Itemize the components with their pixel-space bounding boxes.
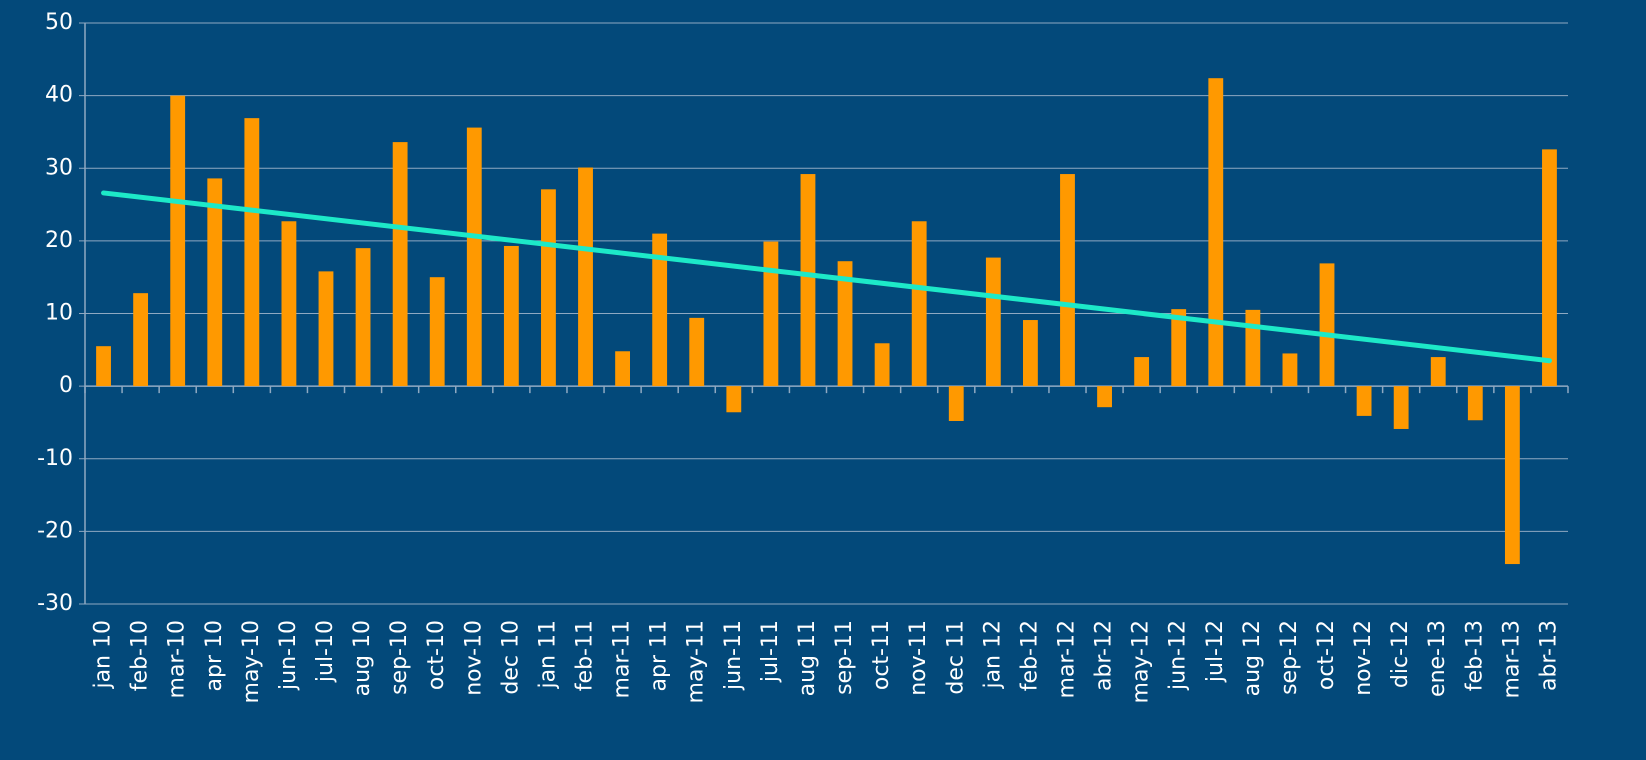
bar (1393, 386, 1409, 429)
x-tick-label: may-11 (684, 620, 709, 703)
x-tick-label: feb-13 (1462, 620, 1487, 691)
bar (1134, 357, 1150, 387)
x-tick-label: sep-12 (1277, 620, 1302, 695)
x-tick-label: feb-11 (573, 620, 598, 691)
x-tick-label: dec 11 (943, 620, 968, 695)
x-tick-label: abr-13 (1536, 620, 1561, 691)
x-tick-label: jul-11 (758, 620, 783, 683)
bar (207, 178, 223, 387)
bar (578, 167, 593, 387)
bar (948, 386, 964, 421)
y-tick-label: 40 (45, 83, 73, 108)
x-tick-label: jan 10 (91, 620, 116, 690)
bar (763, 241, 779, 387)
bar (1542, 149, 1557, 387)
y-tick-label: -20 (37, 518, 73, 543)
bar (911, 221, 927, 387)
x-tick-label: mar-12 (1054, 620, 1079, 698)
bar (355, 248, 371, 387)
x-tick-label: oct-12 (1314, 620, 1339, 690)
bar (689, 317, 705, 387)
x-tick-label: jan 12 (980, 620, 1005, 690)
bar (800, 174, 816, 387)
y-tick-label: -10 (37, 446, 73, 471)
bar (466, 127, 482, 387)
bar (503, 245, 519, 387)
bar (1208, 78, 1224, 387)
x-tick-label: abr-12 (1092, 620, 1117, 691)
x-tick-label: apr 11 (647, 620, 672, 691)
x-tick-label: jun-11 (721, 620, 746, 691)
x-tick-label: apr 10 (202, 620, 227, 691)
y-tick-label: 10 (45, 301, 73, 326)
bar (1245, 309, 1261, 387)
x-tick-label: aug 12 (1240, 620, 1265, 696)
y-tick-label: 30 (45, 155, 73, 180)
bar (726, 386, 742, 413)
bar (1430, 357, 1446, 387)
x-tick-label: may-12 (1129, 620, 1154, 703)
x-tick-label: jan 11 (535, 620, 560, 690)
bar (318, 271, 334, 387)
x-tick-label: dic-12 (1388, 620, 1413, 688)
bar (133, 293, 149, 387)
x-tick-label: jun-12 (1166, 620, 1191, 691)
x-tick-label: feb-12 (1017, 620, 1042, 691)
bar (281, 221, 297, 387)
x-tick-label: jul-12 (1203, 620, 1228, 683)
bar (837, 261, 853, 387)
bar (96, 346, 111, 387)
x-tick-label: feb-10 (128, 620, 153, 691)
bar (1171, 309, 1187, 387)
x-tick-label: mar-11 (610, 620, 635, 698)
x-tick-label: nov-10 (461, 620, 486, 696)
bar (1467, 386, 1483, 421)
x-tick-label: oct-11 (869, 620, 894, 690)
trendline (101, 190, 1552, 364)
x-tick-label: aug 11 (795, 620, 820, 696)
bar (1097, 386, 1112, 408)
x-tick-label: nov-12 (1351, 620, 1376, 696)
x-tick-label: jun-10 (276, 620, 301, 691)
x-tick-label: oct-10 (424, 620, 449, 690)
bar (652, 233, 668, 387)
x-tick-label: aug 10 (350, 620, 375, 696)
bar (1356, 386, 1372, 416)
x-tick-label: sep-11 (832, 620, 857, 695)
bar (392, 142, 408, 387)
bar (1319, 263, 1335, 387)
bar (170, 95, 186, 387)
x-tick-label: mar-13 (1499, 620, 1524, 698)
x-tick-label: sep-10 (387, 620, 412, 695)
x-tick-label: ene-13 (1425, 620, 1450, 697)
bar (1504, 386, 1520, 565)
y-tick-label: 50 (45, 10, 73, 35)
bar (1022, 320, 1038, 387)
y-tick-label: -30 (37, 591, 73, 616)
bar (615, 351, 631, 387)
bar (541, 189, 556, 387)
bar (244, 118, 260, 387)
bar (1282, 353, 1298, 387)
y-tick-label: 20 (45, 228, 73, 253)
x-tick-label: nov-11 (906, 620, 931, 696)
y-tick-label: 0 (59, 373, 73, 398)
bar (985, 257, 1001, 387)
bar (1060, 174, 1075, 387)
x-tick-label: dec 10 (498, 620, 523, 695)
x-tick-label: mar-10 (165, 620, 190, 698)
x-tick-label: jul-10 (313, 620, 338, 683)
bar (874, 343, 890, 387)
x-tick-label: may-10 (239, 620, 264, 703)
bar (429, 277, 445, 387)
